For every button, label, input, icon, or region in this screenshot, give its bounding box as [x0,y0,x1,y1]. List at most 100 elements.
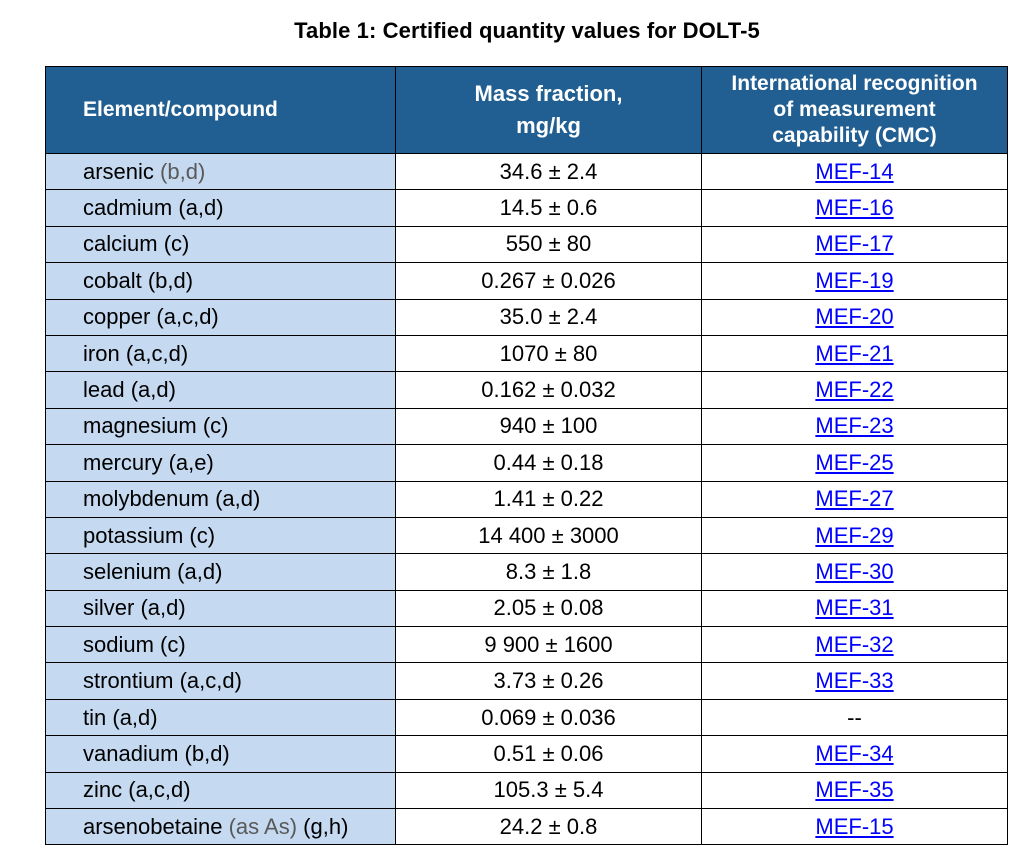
cmc-link[interactable]: MEF-21 [815,340,894,366]
cmc-cell: MEF-20 [701,298,1008,336]
table-row: molybdenum (a,d) 1.41 ± 0.22 MEF-27 [45,480,1008,518]
table-header-row: Element/compound Mass fraction, mg/kg In… [45,66,1008,154]
cmc-link[interactable]: MEF-20 [815,304,894,330]
mass-fraction-cell: 105.3 ± 5.4 [395,771,702,810]
cmc-cell: MEF-21 [701,334,1008,373]
element-cell: selenium (a,d) [45,553,396,591]
mass-fraction-cell: 0.162 ± 0.032 [395,371,702,409]
cmc-cell: MEF-29 [701,516,1008,555]
cmc-link[interactable]: MEF-23 [815,413,894,439]
element-footnote-refs: (a,d) [112,704,158,730]
mass-fraction-cell: 24.2 ± 0.8 [395,808,702,846]
cmc-cell: MEF-16 [701,189,1008,227]
element-name: tin [83,704,107,730]
mass-fraction-cell: 550 ± 80 [395,225,702,264]
element-name: copper [83,304,151,330]
element-name: silver [83,595,135,621]
element-name: sodium [83,631,154,657]
cmc-cell: MEF-33 [701,662,1008,700]
element-name: magnesium [83,413,197,439]
element-footnote-refs: (a,d) [140,595,186,621]
mass-fraction-cell: 0.44 ± 0.18 [395,444,702,482]
element-cell: tin (a,d) [45,698,396,737]
cmc-cell: MEF-19 [701,262,1008,300]
table-row: magnesium (c) 940 ± 100 MEF-23 [45,407,1008,446]
element-footnote-refs: (a,d) [178,195,224,221]
cmc-link[interactable]: MEF-14 [815,158,894,184]
header-mass-fraction: Mass fraction, mg/kg [395,66,702,154]
table-row: arsenic (b,d) 34.6 ± 2.4 MEF-14 [45,152,1008,191]
cmc-cell: MEF-17 [701,225,1008,264]
element-name: mercury [83,449,163,475]
element-footnote-refs: (b,d) [184,740,230,766]
cmc-link[interactable]: MEF-15 [815,813,894,839]
cmc-cell: MEF-32 [701,626,1008,664]
element-cell: sodium (c) [45,626,396,664]
element-footnote-refs: (g,h) [303,813,349,839]
mass-fraction-cell: 35.0 ± 2.4 [395,298,702,336]
cmc-cell: -- [701,698,1008,737]
element-name: strontium [83,668,174,694]
table-row: zinc (a,c,d) 105.3 ± 5.4 MEF-35 [45,771,1008,810]
element-name: cobalt [83,267,142,293]
cmc-cell: MEF-35 [701,771,1008,810]
element-name: selenium [83,558,172,584]
cmc-link[interactable]: MEF-31 [815,595,894,621]
element-footnote-refs: (a,e) [168,449,214,475]
element-cell: lead (a,d) [45,371,396,409]
cmc-link[interactable]: MEF-19 [815,267,894,293]
element-cell: strontium (a,c,d) [45,662,396,700]
element-name: arsenic [83,158,154,184]
cmc-link[interactable]: MEF-22 [815,377,894,403]
element-name: calcium [83,231,158,257]
mass-fraction-cell: 0.51 ± 0.06 [395,735,702,773]
cmc-link[interactable]: MEF-34 [815,740,894,766]
cmc-link[interactable]: MEF-30 [815,558,894,584]
mass-fraction-cell: 34.6 ± 2.4 [395,152,702,191]
cmc-cell: MEF-15 [701,808,1008,846]
element-footnote-refs: (a,c,d) [128,777,191,803]
element-footnote-refs: (a,d) [215,486,261,512]
table-row: vanadium (b,d) 0.51 ± 0.06 MEF-34 [45,735,1008,773]
cmc-cell: MEF-27 [701,480,1008,518]
cmc-link[interactable]: MEF-29 [815,522,894,548]
mass-fraction-cell: 8.3 ± 1.8 [395,553,702,591]
table-row: copper (a,c,d) 35.0 ± 2.4 MEF-20 [45,298,1008,336]
cmc-link[interactable]: MEF-16 [815,195,894,221]
table-row: cadmium (a,d) 14.5 ± 0.6 MEF-16 [45,189,1008,227]
element-name: molybdenum [83,486,209,512]
mass-fraction-cell: 1070 ± 80 [395,334,702,373]
cmc-link[interactable]: MEF-17 [815,231,894,257]
element-cell: cobalt (b,d) [45,262,396,300]
element-name: lead [83,377,125,403]
element-name: zinc [83,777,123,803]
element-cell: magnesium (c) [45,407,396,446]
element-name: arsenobetaine [83,813,223,839]
cmc-none: -- [847,704,862,730]
element-footnote-refs: (b,d) [147,267,194,293]
element-footnote-refs: (a,c,d) [179,668,242,694]
table-row: strontium (a,c,d) 3.73 ± 0.26 MEF-33 [45,662,1008,700]
header-cmc-line1: International recognition [731,72,978,95]
element-cell: potassium (c) [45,516,396,555]
mass-fraction-cell: 2.05 ± 0.08 [395,589,702,628]
mass-fraction-cell: 14.5 ± 0.6 [395,189,702,227]
cmc-link[interactable]: MEF-33 [815,668,894,694]
mass-fraction-cell: 0.267 ± 0.026 [395,262,702,300]
element-footnote-refs: (a,c,d) [125,340,189,366]
certified-values-table: Element/compound Mass fraction, mg/kg In… [45,66,1008,846]
cmc-link[interactable]: MEF-27 [815,486,894,512]
element-cell: silver (a,d) [45,589,396,628]
element-cell: calcium (c) [45,225,396,264]
element-footnote-refs: (c) [160,631,186,657]
table-row: potassium (c) 14 400 ± 3000 MEF-29 [45,516,1008,555]
cmc-link[interactable]: MEF-35 [815,777,894,803]
table-row: silver (a,d) 2.05 ± 0.08 MEF-31 [45,589,1008,628]
element-footnote-refs: (a,d) [177,558,223,584]
element-cell: arsenobetaine (as As) (g,h) [45,808,396,846]
cmc-link[interactable]: MEF-25 [815,449,894,475]
element-cell: copper (a,c,d) [45,298,396,336]
header-cmc-line3: capability (CMC) [772,124,937,147]
cmc-link[interactable]: MEF-32 [815,631,894,657]
element-cell: cadmium (a,d) [45,189,396,227]
